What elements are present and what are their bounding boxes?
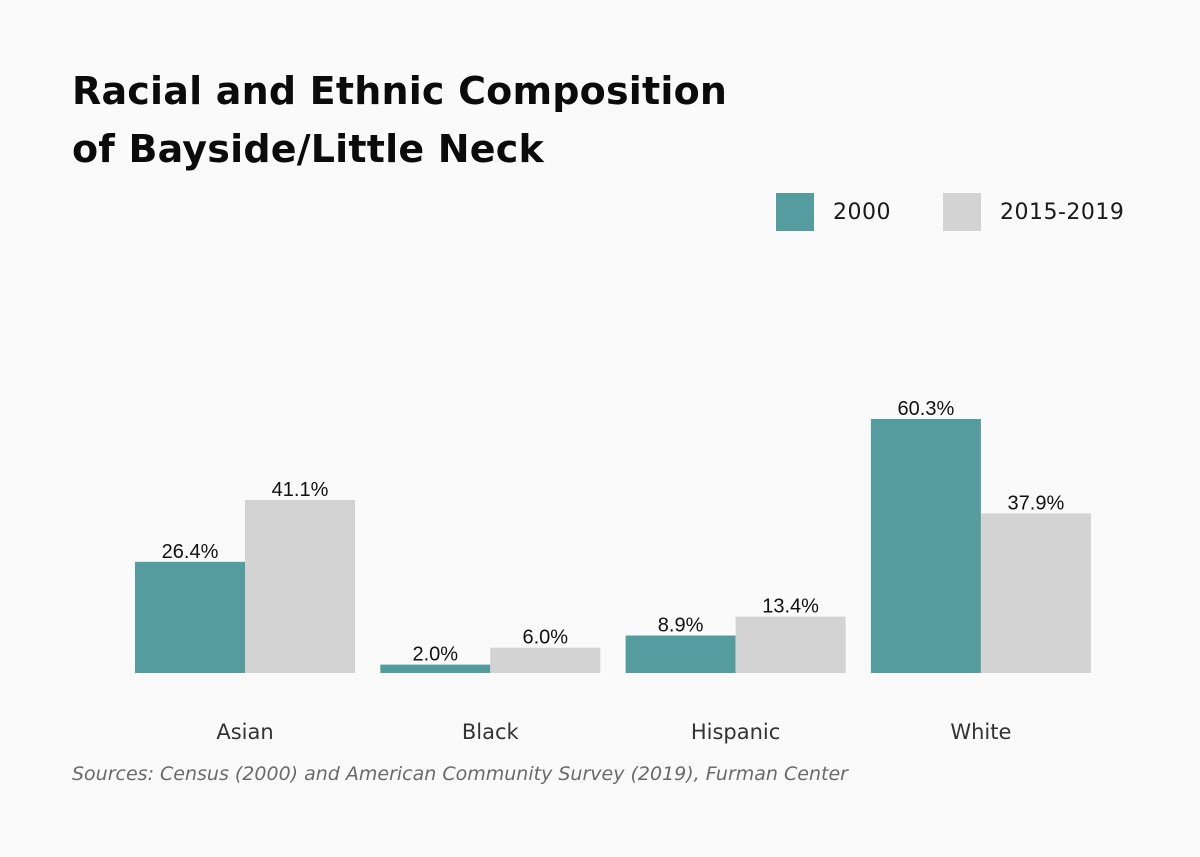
legend-label-2000: 2000 xyxy=(833,199,891,225)
legend-item-2015-2019: 2015-2019 xyxy=(943,193,1124,231)
data-label-hispanic-2015-2019: 13.4% xyxy=(762,596,819,618)
data-label-black-2000: 2.0% xyxy=(413,644,459,666)
category-label-hispanic: Hispanic xyxy=(691,720,780,744)
legend-label-2015-2019: 2015-2019 xyxy=(1000,199,1125,225)
data-label-white-2015-2019: 37.9% xyxy=(1008,492,1065,514)
data-label-hispanic-2000: 8.9% xyxy=(658,615,704,637)
bar-black-2000 xyxy=(380,664,491,673)
legend-swatch-2015-2019 xyxy=(943,193,981,231)
bar-asian-2015-2019 xyxy=(245,499,355,673)
data-label-asian-2000: 26.4% xyxy=(162,541,219,563)
category-label-asian: Asian xyxy=(216,720,273,744)
source-note: Sources: Census (2000) and American Comm… xyxy=(72,763,848,785)
data-label-asian-2015-2019: 41.1% xyxy=(272,479,329,501)
category-label-black: Black xyxy=(462,720,520,744)
chart-title: Racial and Ethnic Composition of Bayside… xyxy=(72,62,972,178)
chart-legend: 2000 2015-2019 xyxy=(776,192,1124,232)
bar-asian-2000 xyxy=(135,561,245,673)
bar-white-2015-2019 xyxy=(980,513,1091,673)
bar-hispanic-2000 xyxy=(625,635,736,673)
legend-swatch-2000 xyxy=(776,193,814,231)
data-label-black-2015-2019: 6.0% xyxy=(523,627,569,649)
chart-title-line-1: Racial and Ethnic Composition xyxy=(72,69,728,113)
data-label-white-2000: 60.3% xyxy=(898,398,955,420)
chart-title-line-2: of Bayside/Little Neck xyxy=(72,127,544,171)
bar-hispanic-2015-2019 xyxy=(735,616,846,673)
legend-item-2000: 2000 xyxy=(776,193,891,231)
bar-white-2000 xyxy=(870,419,981,673)
bar-black-2015-2019 xyxy=(490,647,601,673)
category-label-white: White xyxy=(950,720,1011,744)
